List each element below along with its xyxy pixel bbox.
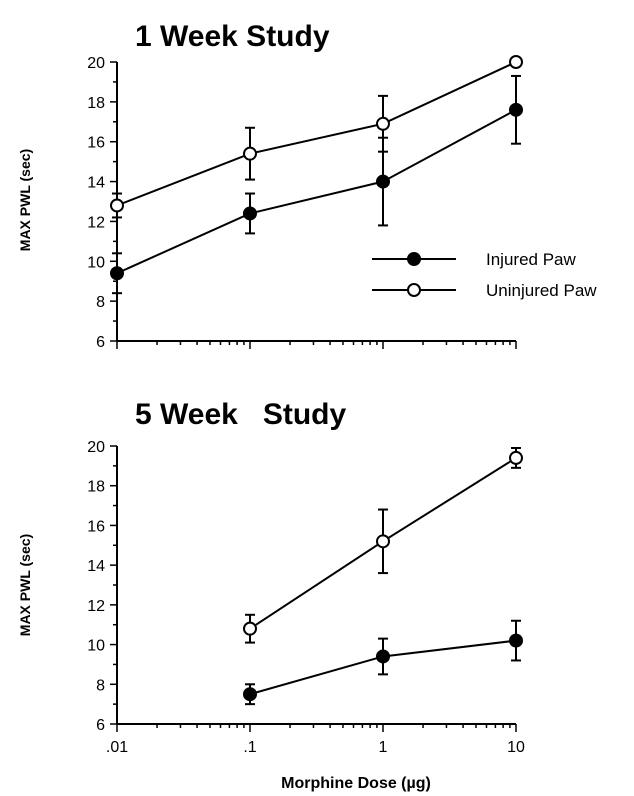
y-tick-label: 12 [87,598,105,615]
series-line-injured [116,108,517,275]
data-point-injured [376,649,390,664]
data-point-injured [376,174,390,189]
x-tick-label: .1 [243,739,256,756]
y-tick-label: 18 [87,479,105,496]
y-tick-label: 10 [87,638,105,655]
y-tick-label: 10 [87,254,105,271]
x-tick-label: 1 [379,739,388,756]
legend-uninjured-label: Uninjured Paw [486,281,597,300]
panel-1-series [110,55,523,295]
y-tick-label: 6 [96,717,105,734]
y-tick-label: 6 [96,334,105,351]
y-tick-label: 20 [87,55,105,72]
y-tick-label: 16 [87,135,105,152]
panel-2-series [243,446,523,706]
data-point-injured [110,266,124,281]
y-tick-label: 8 [96,294,105,311]
panel-2-axes [110,445,517,732]
y-tick-label: 8 [96,677,105,694]
series-line-uninjured [116,61,517,207]
data-point-injured [509,633,523,648]
x-tick-label: .01 [106,739,128,756]
x-tick-label: 10 [507,739,525,756]
panel-2-x-tick-labels: .01 .1 1 10 [106,739,525,756]
panel-5-week: 5 Week Study MAX PWL (sec) 6 8 10 12 14 16 18 2… [17,398,525,792]
y-tick-label: 14 [87,175,105,192]
legend-uninjured-marker [407,283,421,297]
legend-injured-marker [407,252,421,266]
legend-injured-label: Injured Paw [486,250,576,269]
data-point-injured [509,102,523,117]
y-tick-label: 18 [87,95,105,112]
y-tick-label: 16 [87,518,105,535]
y-tick-label: 12 [87,214,105,231]
panel-2-title: 5 Week Study [135,398,347,431]
panel-1-y-axis-label: MAX PWL (sec) [17,149,33,251]
data-point-uninjured [243,621,257,636]
panel-1-week: 1 Week Study MAX PWL (sec) 6 8 10 12 14 16 18 2… [17,20,597,351]
y-tick-label: 14 [87,558,105,575]
x-axis-label: Morphine Dose (µg) [281,775,431,792]
data-point-uninjured [376,116,390,131]
legend: Injured Paw Uninjured Paw [372,250,597,300]
data-point-uninjured [110,198,124,213]
data-point-uninjured [243,146,257,161]
panel-2-y-tick-labels: 6 8 10 12 14 16 18 20 [87,439,105,734]
y-tick-label: 20 [87,439,105,456]
data-point-uninjured [376,534,390,549]
panel-1-y-tick-labels: 6 8 10 12 14 16 18 20 [87,55,105,351]
data-point-injured [243,206,257,221]
data-point-uninjured [509,450,523,465]
panel-2-y-axis-label: MAX PWL (sec) [17,534,33,636]
panel-1-axes [110,61,517,349]
panel-1-title: 1 Week Study [135,20,330,53]
data-point-injured [243,687,257,702]
data-point-uninjured [509,55,523,69]
